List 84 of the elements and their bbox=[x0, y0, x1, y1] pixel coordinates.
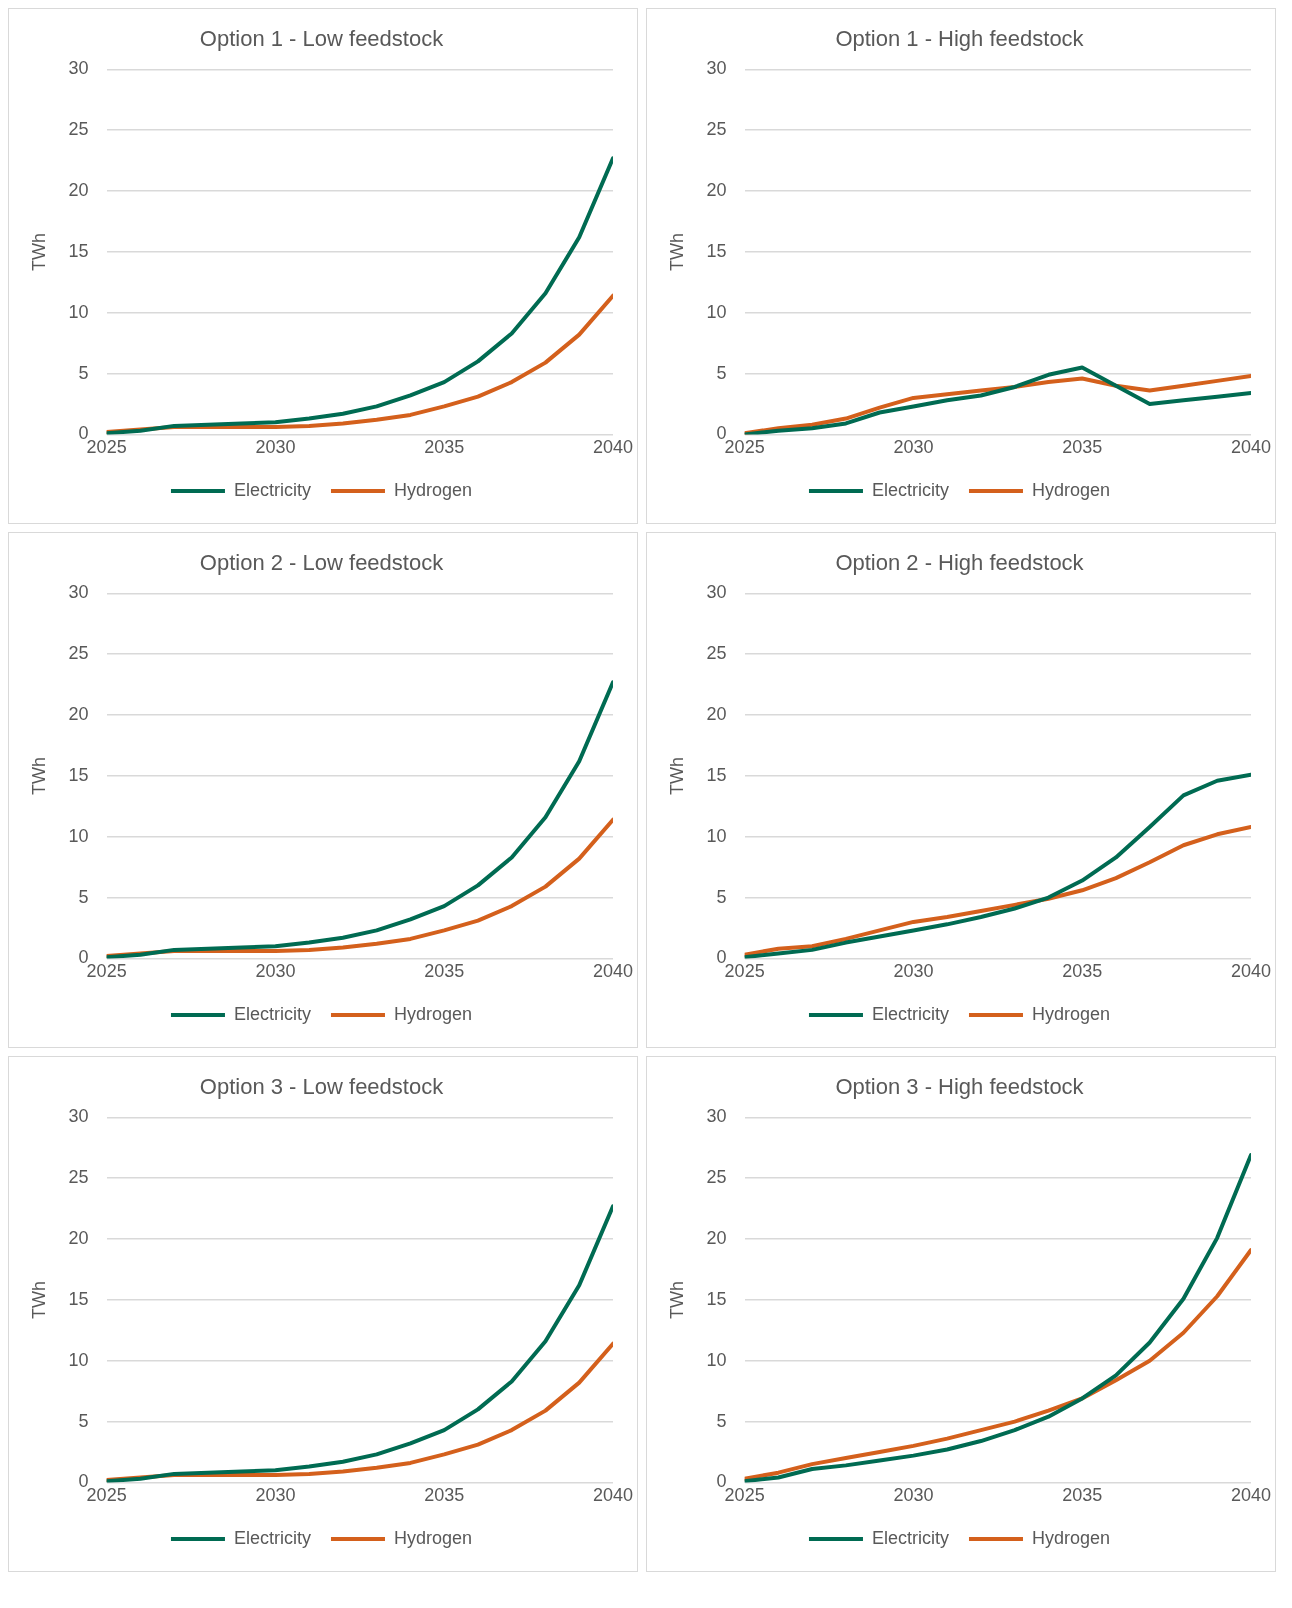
y-tick-label: 15 bbox=[706, 764, 727, 785]
x-tick-label: 2040 bbox=[592, 961, 633, 982]
x-tick-label: 2025 bbox=[724, 437, 765, 458]
y-tick-label: 30 bbox=[706, 1106, 727, 1127]
chart-title: Option 1 - Low feedstock bbox=[199, 26, 445, 52]
legend-label: Electricity bbox=[871, 479, 949, 500]
x-tick-label: 2035 bbox=[424, 1485, 465, 1506]
legend-label: Electricity bbox=[233, 1527, 311, 1548]
x-tick-label: 2035 bbox=[1062, 961, 1103, 982]
y-tick-label: 5 bbox=[78, 1410, 89, 1431]
y-tick-label: 20 bbox=[706, 704, 727, 725]
y-tick-label: 20 bbox=[706, 1228, 727, 1249]
legend-label: Hydrogen bbox=[393, 479, 473, 500]
y-axis-title: TWh bbox=[666, 1280, 687, 1319]
y-tick-label: 30 bbox=[706, 582, 727, 603]
x-tick-label: 2035 bbox=[1062, 1485, 1103, 1506]
y-tick-label: 25 bbox=[68, 119, 89, 140]
y-tick-label: 5 bbox=[78, 886, 89, 907]
y-tick-label: 10 bbox=[706, 825, 727, 846]
y-axis-title: TWh bbox=[28, 756, 49, 795]
x-tick-label: 2030 bbox=[893, 1485, 934, 1506]
chart-title: Option 1 - High feedstock bbox=[835, 26, 1085, 52]
y-tick-label: 15 bbox=[68, 1288, 89, 1309]
y-axis-title: TWh bbox=[666, 756, 687, 795]
y-tick-label: 25 bbox=[706, 1167, 727, 1188]
chart-title: Option 2 - Low feedstock bbox=[199, 550, 445, 576]
x-tick-label: 2040 bbox=[1230, 437, 1271, 458]
y-tick-label: 25 bbox=[68, 1167, 89, 1188]
y-tick-label: 5 bbox=[78, 362, 89, 383]
x-tick-label: 2030 bbox=[255, 437, 296, 458]
legend-label: Hydrogen bbox=[1031, 479, 1111, 500]
x-tick-label: 2030 bbox=[255, 961, 296, 982]
x-tick-label: 2030 bbox=[893, 961, 934, 982]
y-tick-label: 5 bbox=[716, 1410, 727, 1431]
y-tick-label: 20 bbox=[68, 180, 89, 201]
y-tick-label: 5 bbox=[716, 886, 727, 907]
x-tick-label: 2040 bbox=[592, 437, 633, 458]
x-tick-label: 2040 bbox=[1230, 961, 1271, 982]
y-tick-label: 15 bbox=[706, 1288, 727, 1309]
y-axis-title: TWh bbox=[28, 232, 49, 271]
chart-title: Option 3 - Low feedstock bbox=[199, 1074, 445, 1100]
legend-label: Electricity bbox=[233, 1003, 311, 1024]
x-tick-label: 2040 bbox=[592, 1485, 633, 1506]
x-tick-label: 2035 bbox=[424, 437, 465, 458]
y-tick-label: 5 bbox=[716, 362, 727, 383]
y-tick-label: 25 bbox=[706, 643, 727, 664]
y-tick-label: 30 bbox=[706, 58, 727, 79]
x-tick-label: 2025 bbox=[86, 961, 127, 982]
y-tick-label: 30 bbox=[68, 582, 89, 603]
legend-label: Hydrogen bbox=[393, 1003, 473, 1024]
y-tick-label: 30 bbox=[68, 58, 89, 79]
x-tick-label: 2030 bbox=[255, 1485, 296, 1506]
x-tick-label: 2025 bbox=[724, 1485, 765, 1506]
x-tick-label: 2035 bbox=[424, 961, 465, 982]
legend-label: Hydrogen bbox=[1031, 1003, 1111, 1024]
y-tick-label: 25 bbox=[706, 119, 727, 140]
y-tick-label: 25 bbox=[68, 643, 89, 664]
y-tick-label: 20 bbox=[68, 704, 89, 725]
y-tick-label: 10 bbox=[706, 301, 727, 322]
legend-label: Hydrogen bbox=[1031, 1527, 1111, 1548]
chart-title: Option 3 - High feedstock bbox=[835, 1074, 1085, 1100]
x-tick-label: 2025 bbox=[724, 961, 765, 982]
y-tick-label: 10 bbox=[706, 1349, 727, 1370]
y-tick-label: 10 bbox=[68, 301, 89, 322]
legend-label: Electricity bbox=[233, 479, 311, 500]
legend-label: Electricity bbox=[871, 1527, 949, 1548]
y-tick-label: 20 bbox=[706, 180, 727, 201]
y-axis-title: TWh bbox=[666, 232, 687, 271]
y-tick-label: 20 bbox=[68, 1228, 89, 1249]
y-tick-label: 30 bbox=[68, 1106, 89, 1127]
legend-label: Hydrogen bbox=[393, 1527, 473, 1548]
y-tick-label: 10 bbox=[68, 825, 89, 846]
x-tick-label: 2025 bbox=[86, 1485, 127, 1506]
y-axis-title: TWh bbox=[28, 1280, 49, 1319]
y-tick-label: 15 bbox=[706, 240, 727, 261]
x-tick-label: 2040 bbox=[1230, 1485, 1271, 1506]
legend-label: Electricity bbox=[871, 1003, 949, 1024]
x-tick-label: 2035 bbox=[1062, 437, 1103, 458]
y-tick-label: 10 bbox=[68, 1349, 89, 1370]
x-tick-label: 2025 bbox=[86, 437, 127, 458]
x-tick-label: 2030 bbox=[893, 437, 934, 458]
y-tick-label: 15 bbox=[68, 240, 89, 261]
chart-title: Option 2 - High feedstock bbox=[835, 550, 1085, 576]
y-tick-label: 15 bbox=[68, 764, 89, 785]
